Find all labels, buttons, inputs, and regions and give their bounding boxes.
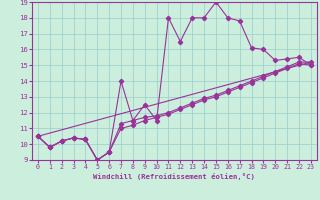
X-axis label: Windchill (Refroidissement éolien,°C): Windchill (Refroidissement éolien,°C)	[93, 173, 255, 180]
